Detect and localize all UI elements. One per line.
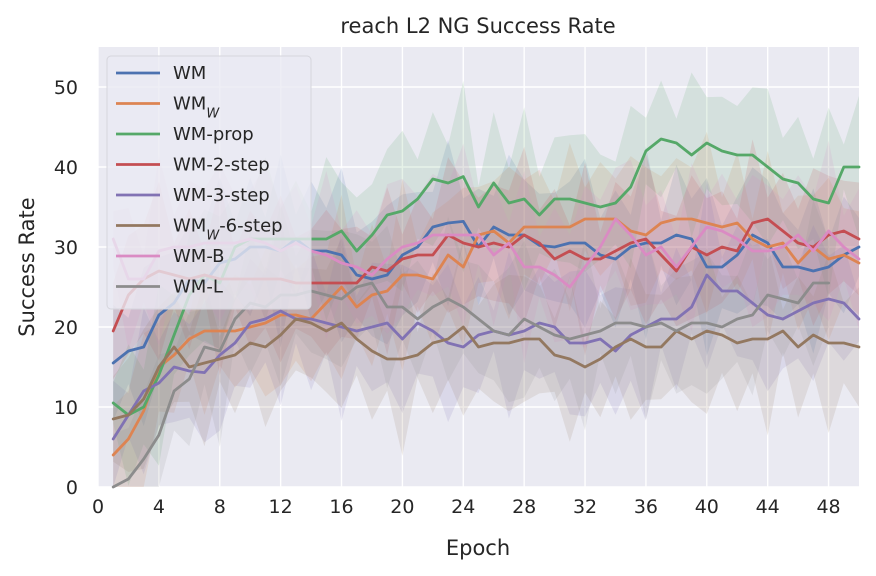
line-wm-w-6-step	[111, 317, 861, 421]
y-tick-label: 20	[54, 317, 78, 339]
line-wm-l	[111, 281, 830, 489]
x-tick-label: 24	[451, 496, 475, 518]
legend-label-wm-b: WM-B	[173, 246, 225, 267]
x-axis-label: Epoch	[446, 536, 510, 560]
x-tick-label: 32	[573, 496, 597, 518]
legend-label-wm-prop: WM-prop	[173, 124, 254, 145]
x-tick-label: 40	[695, 496, 719, 518]
x-tick-label: 20	[390, 496, 414, 518]
x-tick-label: 4	[153, 496, 165, 518]
x-tick-label: 44	[756, 496, 780, 518]
x-tick-label: 36	[634, 496, 658, 518]
y-tick-label: 10	[54, 397, 78, 419]
legend-label-wm-2-step: WM-2-step	[173, 155, 270, 176]
legend-label-wm-3-step: WM-3-step	[173, 185, 270, 206]
x-tick-label: 16	[329, 496, 353, 518]
y-tick-label: 30	[54, 237, 78, 259]
x-tick-labels: 0 4 8 12 16 20 24 28 32 36 40 44 48	[92, 496, 841, 518]
x-tick-label: 28	[512, 496, 536, 518]
legend-label-wm: WM	[173, 63, 206, 84]
line-wm-3-step	[111, 273, 861, 441]
y-tick-label: 0	[66, 477, 78, 499]
line-wm-w	[111, 217, 861, 457]
y-tick-label: 50	[54, 77, 78, 99]
y-tick-labels: 0 10 20 30 40 50	[54, 77, 78, 499]
x-tick-label: 12	[269, 496, 293, 518]
legend-frame	[106, 55, 312, 310]
x-tick-label: 8	[214, 496, 226, 518]
legend-label-wm-w: WMW	[173, 94, 220, 122]
series-lines	[111, 137, 861, 489]
y-axis-label: Success Rate	[15, 197, 39, 336]
x-tick-label: 48	[816, 496, 840, 518]
x-tick-label: 0	[92, 496, 104, 518]
legend-label-wm-l: WM-L	[173, 277, 223, 298]
y-tick-label: 40	[54, 157, 78, 179]
legend-label-wm-w-6-step: WMW-6-step	[173, 216, 283, 244]
chart-title: reach L2 NG Success Rate	[340, 14, 615, 38]
